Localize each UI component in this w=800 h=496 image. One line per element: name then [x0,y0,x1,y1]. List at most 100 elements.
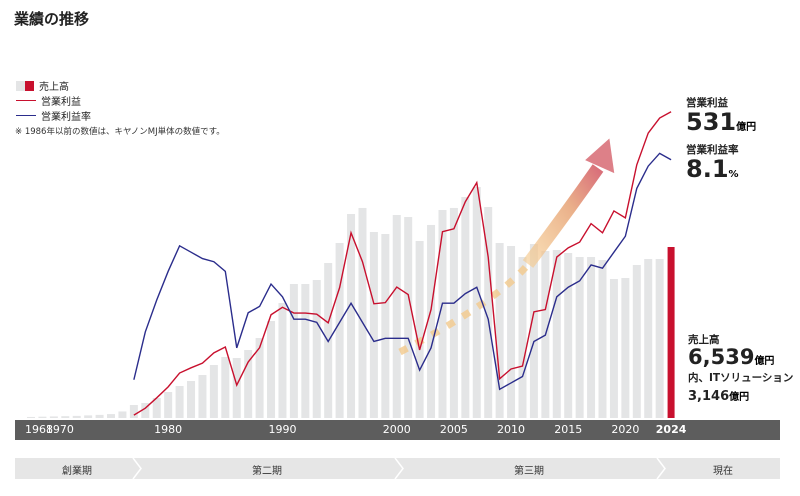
sales-bar-1974 [95,414,104,418]
sales-bar-1992 [301,284,310,418]
legend-line-blue [16,114,36,117]
margin-callout: 営業利益率 8.1% [686,142,739,181]
sales-bar-1972 [72,415,81,418]
sales-bar-1990 [278,303,287,418]
phase-founding: 創業期 [62,466,92,477]
sales-bar-2003 [427,224,436,418]
sales-bar-1997 [358,207,367,418]
year-label-1968: 1968 [25,423,53,436]
sales-bar-2002 [415,240,424,418]
phase-current: 現在 [713,466,733,477]
sales-callout-unit: 億円 [754,356,775,367]
sales-bar-1984 [209,364,218,418]
sales-bar-1989 [267,321,276,418]
sales-bar-2010 [507,246,516,418]
margin-callout-label: 営業利益率 [686,144,739,156]
sales-bar-2012 [529,243,538,418]
legend-sales: 売上高 [16,78,69,93]
sales-callout-label: 売上高 [688,334,720,346]
sales-bar-2000 [392,214,401,418]
operating-profit-line [133,111,672,416]
page-title: 業績の推移 [14,10,90,28]
sales-bar-1993 [312,280,321,418]
sales-callout-value: 6,539 [688,345,755,369]
sales-bar-2020 [621,278,630,418]
sales-bar-1971 [61,416,70,418]
sales-callout: 売上高 6,539億円 内、ITソリューション 3,146億円 [688,332,793,404]
year-axis: 1968 1970 1980 1990 2000 2005 2010 2015 2020 2024 [15,420,780,440]
sales-bar-2017 [587,256,596,418]
sales-bar-2008 [484,206,493,418]
sales-bar-1969 [38,416,47,418]
sales-bar-1976 [118,411,127,418]
legend-sales-label: 売上高 [39,82,69,93]
sales-bar-2024 [667,246,675,418]
it-callout-unit: 億円 [729,392,750,403]
sales-bar-1968 [27,416,35,418]
sales-bar-1982 [187,380,196,418]
profit-callout: 営業利益 531億円 [686,95,756,134]
sales-bar-2004 [438,209,447,418]
sales-bar-1995 [335,242,344,418]
sales-bar-1983 [198,375,207,418]
legend-swatch-red [25,80,34,91]
margin-callout-value: 8.1 [686,155,729,183]
sales-bar-2023 [655,259,664,418]
year-label-1970: 1970 [45,423,74,436]
footnote: ※ 1986年以前の数値は、キヤノンMJ単体の数値です。 [15,127,225,137]
year-label-2000: 2000 [382,423,411,436]
phase-bar: 創業期 第二期 第三期 現在 [15,458,780,479]
sales-bar-1991 [289,284,298,418]
sales-bar-1985 [221,357,230,418]
sales-bar-2015 [564,252,573,418]
legend-swatch-gray [16,80,25,91]
sales-bar-2011 [518,256,527,418]
sales-bar-1988 [255,338,264,418]
sales-bar-2006 [461,196,470,418]
sales-bar-1998 [369,231,378,418]
year-label-2020: 2020 [611,423,640,436]
sales-bar-1973 [84,415,93,418]
it-callout-label: 内、ITソリューション [688,372,794,384]
profit-callout-value: 531 [686,108,737,136]
sales-bar-2007 [472,187,481,418]
profit-callout-label: 営業利益 [686,97,728,109]
sales-bar-2018 [598,259,607,418]
legend-margin-label: 営業利益率 [41,112,91,123]
it-callout-value: 3,146 [688,389,730,404]
sales-bar-1986 [232,358,241,418]
phase-chevrons [132,458,666,479]
sales-bar-2009 [495,242,504,418]
sales-bar-1987 [244,350,253,418]
year-label-2024: 2024 [655,423,687,436]
sales-bar-1978 [141,402,150,418]
sales-bar-2016 [575,256,584,418]
sales-bar-2001 [404,217,413,418]
legend-margin: 営業利益率 [16,108,91,123]
legend-profit-label: 営業利益 [41,97,81,108]
legend-line-red [16,99,36,102]
sales-bar-1981 [175,385,184,418]
legend-profit: 営業利益 [16,93,81,108]
phase-second: 第二期 [252,466,282,477]
sales-bar-1975 [107,414,116,418]
sales-bar-2019 [609,279,618,418]
margin-callout-unit: % [728,169,739,180]
sales-bar-1996 [347,213,356,418]
operating-margin-line [133,152,672,391]
sales-bar-1970 [49,416,58,418]
year-label-2010: 2010 [497,423,526,436]
sales-bar-1977 [129,405,138,418]
phase-third: 第三期 [514,466,544,477]
profit-callout-unit: 億円 [736,122,757,133]
year-label-2015: 2015 [554,423,583,436]
year-label-1980: 1980 [154,423,183,436]
sales-bar-2021 [632,264,641,418]
sales-bar-1999 [381,234,390,418]
sales-bar-1979 [152,397,161,418]
sales-bar-2014 [552,250,561,418]
sales-bar-2022 [644,259,653,418]
year-label-2005: 2005 [439,423,468,436]
